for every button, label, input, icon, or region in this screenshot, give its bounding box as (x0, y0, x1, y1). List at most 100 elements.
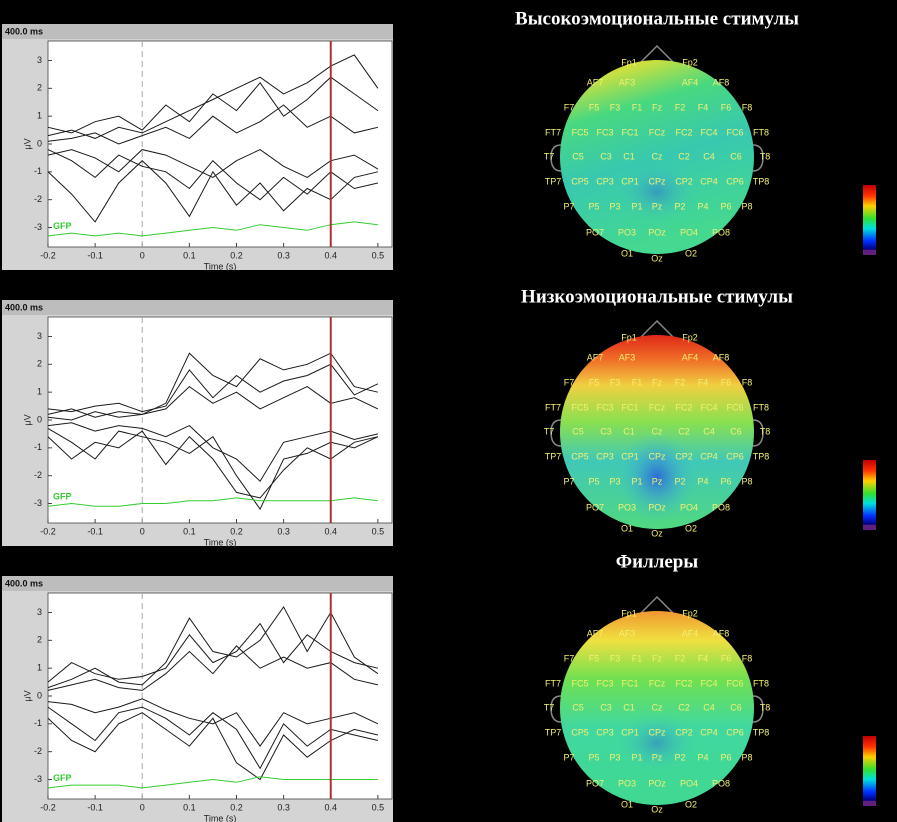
plot-area (47, 40, 393, 248)
y-tick-label: -1 (34, 442, 42, 452)
y-tick-label: 2 (37, 635, 42, 645)
electrode-label: Oz (651, 528, 663, 538)
scalp-minimum (617, 432, 697, 522)
y-axis-label: μV (22, 414, 32, 425)
x-tick-label: 0.3 (277, 802, 290, 812)
electrode-label: CP5 (571, 727, 589, 737)
electrode-label: FT7 (545, 127, 561, 137)
electrode-label: P7 (563, 201, 574, 211)
head-ear (550, 419, 562, 447)
electrode-label: P3 (609, 476, 620, 486)
electrode-label: FCz (649, 678, 666, 688)
electrode-label: Oz (651, 804, 663, 814)
electrode-label: P2 (674, 752, 685, 762)
electrode-label: FC1 (621, 402, 638, 412)
x-axis-label: Time (s) (204, 261, 237, 271)
electrode-label: TP7 (545, 451, 562, 461)
electrode-label: F7 (564, 653, 575, 663)
channel-trace (47, 698, 379, 747)
electrode-label: O2 (685, 523, 697, 533)
panel-header (2, 576, 393, 591)
electrode-label: FC2 (675, 127, 692, 137)
x-tick-label: 0 (140, 802, 145, 812)
electrode-label: P8 (741, 752, 752, 762)
y-tick-label: -2 (34, 470, 42, 480)
electrode-label: O2 (685, 248, 697, 258)
channel-trace (47, 645, 379, 691)
x-tick-label: 0.5 (372, 526, 385, 536)
electrode-label: F8 (742, 102, 753, 112)
electrode-label: CP6 (726, 727, 744, 737)
electrode-label: TP7 (545, 176, 562, 186)
y-tick-label: -1 (34, 718, 42, 728)
electrode-label: Pz (652, 752, 663, 762)
x-tick-label: 0.1 (183, 250, 196, 260)
cursor-label: 400.0 ms (5, 578, 43, 588)
electrode-label: F4 (698, 377, 709, 387)
electrode-label: F2 (675, 377, 686, 387)
scalp-minimum (617, 713, 697, 773)
x-axis-label: Time (s) (204, 537, 237, 547)
y-tick-label: -3 (34, 222, 42, 232)
electrode-label: P4 (697, 201, 708, 211)
gfp-line (47, 776, 378, 789)
electrode-label: Cz (652, 151, 663, 161)
electrode-label: C3 (600, 426, 612, 436)
x-tick-label: 0.3 (277, 526, 290, 536)
electrode-label: T7 (544, 426, 555, 436)
electrode-label: AF8 (713, 628, 730, 638)
electrode-label: CP2 (675, 451, 693, 461)
x-tick-label: 0.5 (372, 250, 385, 260)
electrode-label: F3 (610, 102, 621, 112)
y-tick-label: 1 (37, 387, 42, 397)
scalp-map (560, 611, 754, 805)
electrode-label: Fz (652, 377, 662, 387)
electrode-label: PO4 (680, 227, 698, 237)
electrode-label: AF7 (587, 352, 604, 362)
x-tick-label: -0.2 (40, 250, 56, 260)
electrode-label: CP1 (621, 451, 639, 461)
y-tick-label: 3 (37, 607, 42, 617)
electrode-label: P2 (674, 201, 685, 211)
electrode-label: C6 (730, 426, 742, 436)
colorbar (863, 736, 876, 806)
channel-trace (47, 422, 379, 482)
channel-trace (47, 385, 379, 421)
electrode-label: F5 (589, 102, 600, 112)
electrode-label: P5 (588, 476, 599, 486)
electrode-label: F7 (564, 377, 575, 387)
electrode-label: POz (648, 778, 666, 788)
series-label: GFP (53, 773, 72, 783)
electrode-label: C1 (623, 426, 635, 436)
electrode-label: Fz (652, 102, 662, 112)
electrode-label: PO8 (712, 502, 730, 512)
series-label: GFP (53, 492, 72, 502)
electrode-label: F8 (742, 377, 753, 387)
electrode-label: C4 (703, 151, 715, 161)
electrode-label: F7 (564, 102, 575, 112)
electrode-label: CP4 (700, 176, 718, 186)
electrode-label: P6 (720, 476, 731, 486)
x-tick-label: -0.2 (40, 802, 56, 812)
y-tick-label: -2 (34, 746, 42, 756)
plot-area (47, 592, 393, 800)
head-ear (752, 419, 764, 447)
electrode-label: PO8 (712, 227, 730, 237)
electrode-label: O1 (621, 248, 633, 258)
electrode-label: Pz (652, 476, 663, 486)
electrode-label: FC1 (621, 127, 638, 137)
electrode-label: F3 (610, 653, 621, 663)
y-tick-label: -2 (34, 194, 42, 204)
electrode-label: Cz (652, 702, 663, 712)
electrode-label: CP4 (700, 727, 718, 737)
electrode-label: PO7 (586, 778, 604, 788)
electrode-label: C5 (572, 426, 584, 436)
electrode-label: P7 (563, 476, 574, 486)
electrode-label: P8 (741, 476, 752, 486)
electrode-label: FC4 (700, 402, 717, 412)
electrode-label: Fp2 (682, 57, 698, 67)
electrode-label: P1 (631, 476, 642, 486)
channel-trace (47, 104, 379, 145)
head-nose (640, 319, 674, 338)
channel-trace (47, 76, 379, 134)
